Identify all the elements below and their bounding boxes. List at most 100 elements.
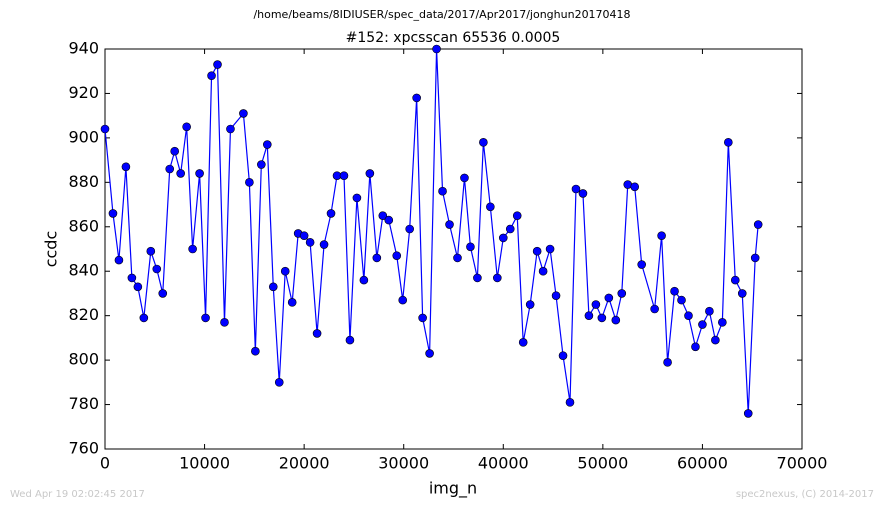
data-point [352, 193, 362, 203]
y-tick-label: 780 [68, 394, 99, 413]
data-point [280, 266, 290, 276]
data-point [418, 313, 427, 323]
data-point [750, 253, 760, 263]
data-point [405, 224, 414, 234]
data-point [213, 60, 222, 69]
data-point [473, 273, 482, 283]
data-point [100, 124, 110, 134]
data-point [498, 233, 508, 243]
data-point [724, 138, 733, 147]
data-point [326, 209, 336, 218]
data-point [425, 349, 434, 358]
data-point [617, 289, 627, 298]
y-tick-label: 820 [68, 305, 99, 324]
data-point [165, 164, 175, 174]
data-point [114, 255, 124, 265]
data-point [466, 242, 475, 252]
data-point [711, 335, 720, 345]
data-point [705, 306, 714, 316]
x-tick-label: 60000 [677, 454, 728, 473]
data-point [127, 273, 137, 283]
x-tick-label: 70000 [777, 454, 828, 473]
data-point [299, 231, 309, 240]
data-point [630, 182, 640, 192]
data-point [670, 286, 679, 296]
data-point [201, 313, 210, 323]
data-point [274, 378, 284, 387]
data-point [493, 273, 502, 283]
y-tick-label: 940 [68, 39, 99, 58]
data-point [505, 224, 515, 234]
data-point [753, 220, 763, 229]
data-point [251, 346, 260, 356]
data-point [684, 311, 693, 320]
data-point [730, 275, 740, 285]
data-point [565, 398, 575, 407]
data-point [597, 313, 607, 323]
data-point [182, 122, 191, 132]
data-point [637, 260, 646, 269]
data-point [188, 244, 197, 254]
x-tick-label: 0 [100, 454, 110, 473]
data-point [207, 71, 216, 80]
data-point [158, 289, 168, 298]
y-axis-label: ccdc [42, 231, 61, 268]
data-point [339, 171, 349, 180]
data-point [226, 124, 235, 134]
data-point [698, 320, 707, 329]
data-point [245, 178, 254, 187]
data-point [305, 238, 315, 247]
data-point [170, 146, 179, 156]
data-point [372, 253, 382, 263]
data-point [558, 351, 568, 360]
data-point [195, 169, 204, 178]
y-tick-label: 840 [68, 261, 99, 280]
data-point [545, 244, 555, 254]
x-tick-label: 50000 [577, 454, 628, 473]
data-point [512, 211, 522, 220]
footer-left: Wed Apr 19 02:02:45 2017 [10, 489, 145, 500]
data-point [453, 253, 462, 263]
x-tick-label: 40000 [478, 454, 529, 473]
data-point [220, 318, 229, 327]
data-point [239, 109, 248, 118]
data-point [486, 202, 495, 212]
data-point [287, 298, 297, 307]
data-point [551, 291, 561, 300]
data-point [312, 329, 322, 338]
data-line [104, 48, 759, 414]
data-point [345, 335, 355, 345]
data-point [691, 342, 700, 352]
data-point [384, 215, 394, 225]
data-point [677, 295, 686, 305]
data-point [268, 282, 278, 292]
data-point [532, 246, 542, 256]
data-point [657, 231, 666, 240]
data-point [133, 282, 143, 292]
data-point [584, 311, 594, 320]
data-point [743, 409, 753, 418]
data-point [139, 313, 149, 323]
data-point [591, 300, 601, 309]
x-tick-label: 20000 [279, 454, 330, 473]
data-point [578, 189, 588, 198]
data-point [412, 93, 421, 103]
data-point [718, 318, 727, 327]
data-point [319, 240, 329, 249]
data-point [604, 293, 614, 303]
data-point [538, 266, 548, 276]
data-point [263, 140, 272, 149]
y-tick-label: 800 [68, 350, 99, 369]
plot-frame [104, 48, 803, 450]
data-point [737, 289, 747, 298]
data-point [152, 264, 162, 274]
data-point [176, 169, 185, 178]
footer-right: spec2nexus, (C) 2014-2017 [736, 489, 874, 500]
data-point [460, 173, 469, 183]
y-tick-label: 860 [68, 216, 99, 235]
data-point [108, 209, 118, 218]
data-point [518, 338, 528, 347]
y-tick-label: 880 [68, 172, 99, 191]
x-axis-label: img_n [429, 479, 477, 499]
data-point [611, 315, 621, 325]
